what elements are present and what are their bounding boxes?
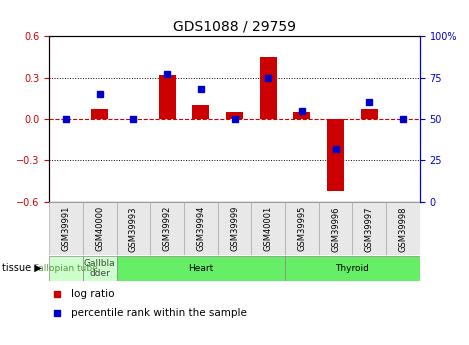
FancyBboxPatch shape	[184, 202, 218, 255]
Bar	[260, 57, 277, 119]
FancyBboxPatch shape	[117, 256, 285, 281]
FancyBboxPatch shape	[251, 202, 285, 255]
FancyBboxPatch shape	[83, 256, 117, 281]
Text: GSM39992: GSM39992	[163, 206, 172, 252]
FancyBboxPatch shape	[352, 202, 386, 255]
FancyBboxPatch shape	[285, 202, 319, 255]
Text: GSM39997: GSM39997	[365, 206, 374, 252]
Text: Thyroid: Thyroid	[335, 264, 369, 273]
Bar	[327, 119, 344, 191]
FancyBboxPatch shape	[49, 202, 83, 255]
FancyBboxPatch shape	[49, 256, 83, 281]
FancyBboxPatch shape	[218, 202, 251, 255]
Text: GSM40001: GSM40001	[264, 206, 272, 252]
Text: tissue ▶: tissue ▶	[2, 263, 42, 273]
Bar	[294, 112, 310, 119]
Text: GSM39993: GSM39993	[129, 206, 138, 252]
Text: Fallopian tube: Fallopian tube	[34, 264, 98, 273]
Text: GSM39995: GSM39995	[297, 206, 306, 252]
Bar	[159, 75, 175, 119]
Text: GSM39998: GSM39998	[398, 206, 408, 252]
Text: percentile rank within the sample: percentile rank within the sample	[71, 308, 247, 318]
FancyBboxPatch shape	[83, 202, 117, 255]
FancyBboxPatch shape	[386, 202, 420, 255]
Text: log ratio: log ratio	[71, 289, 115, 299]
FancyBboxPatch shape	[117, 202, 150, 255]
Bar	[192, 105, 209, 119]
FancyBboxPatch shape	[150, 202, 184, 255]
Text: Heart: Heart	[188, 264, 213, 273]
Text: GSM39996: GSM39996	[331, 206, 340, 252]
Text: GSM39999: GSM39999	[230, 206, 239, 252]
Bar	[226, 112, 243, 119]
Text: GSM39991: GSM39991	[61, 206, 71, 252]
Text: GSM39994: GSM39994	[197, 206, 205, 252]
Bar	[361, 109, 378, 119]
Text: GSM40000: GSM40000	[95, 206, 104, 252]
Bar	[91, 109, 108, 119]
Text: Gallbla
dder: Gallbla dder	[84, 259, 115, 278]
Title: GDS1088 / 29759: GDS1088 / 29759	[173, 20, 296, 34]
FancyBboxPatch shape	[285, 256, 420, 281]
FancyBboxPatch shape	[319, 202, 352, 255]
